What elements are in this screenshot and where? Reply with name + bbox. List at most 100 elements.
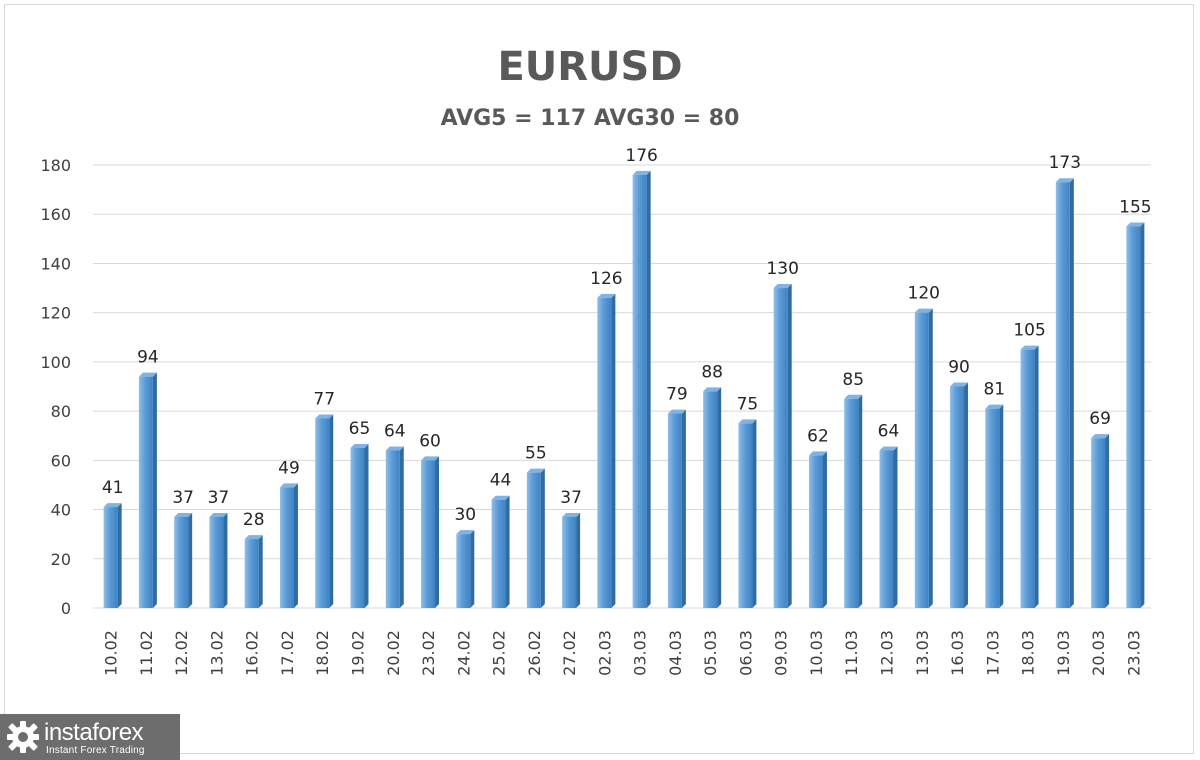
x-tick-label: 19.03 <box>1054 630 1073 676</box>
data-label: 37 <box>208 488 230 508</box>
data-label: 44 <box>490 471 512 491</box>
bar <box>914 308 933 608</box>
bar <box>174 512 193 608</box>
y-tick-label: 0 <box>61 599 71 618</box>
bar <box>526 468 545 608</box>
x-tick-label: 13.02 <box>207 630 226 676</box>
y-tick-label: 40 <box>51 501 71 520</box>
bar <box>1091 434 1110 608</box>
x-tick-label: 23.03 <box>1124 630 1143 676</box>
x-tick-label: 10.03 <box>807 630 826 676</box>
data-label: 155 <box>1119 198 1151 218</box>
chart-frame: EURUSD AVG5 = 117 AVG30 = 80 0 20 40 60 80 10… <box>4 4 1194 754</box>
x-tick-label: 16.02 <box>243 630 262 676</box>
bar <box>456 530 475 608</box>
data-label: 30 <box>454 505 476 525</box>
data-label: 64 <box>878 421 900 441</box>
bar <box>773 284 792 608</box>
data-label: 55 <box>525 444 547 464</box>
data-label: 79 <box>666 385 688 405</box>
x-tick-label: 04.03 <box>666 630 685 676</box>
data-label: 60 <box>419 431 441 451</box>
x-tick-label: 23.02 <box>419 630 438 676</box>
y-tick-label: 80 <box>51 402 71 421</box>
x-tick-label: 02.03 <box>595 630 614 676</box>
bar <box>209 512 228 608</box>
data-label: 41 <box>102 478 124 498</box>
bar <box>667 409 686 608</box>
chart-title: EURUSD <box>497 44 682 90</box>
x-tick-label: 17.02 <box>278 630 297 676</box>
y-tick-label: 140 <box>40 254 71 273</box>
data-label: 120 <box>908 284 940 304</box>
data-label: 130 <box>766 259 798 279</box>
bar <box>103 503 122 608</box>
x-tick-label: 20.03 <box>1089 630 1108 676</box>
bar <box>1126 222 1145 608</box>
data-labels: 41 94 37 37 28 49 77 65 64 60 30 44 55 37 126 176 79 88 75… <box>102 146 1152 530</box>
bar <box>1055 178 1074 608</box>
x-tick-label: 10.02 <box>102 630 121 676</box>
bar <box>597 293 616 608</box>
bar <box>138 372 157 608</box>
x-tick-label: 05.03 <box>701 630 720 676</box>
x-tick-label: 06.03 <box>736 630 755 676</box>
data-label: 37 <box>560 488 582 508</box>
x-tick-label: 20.02 <box>384 630 403 676</box>
data-label: 81 <box>983 380 1005 400</box>
x-tick-label: 12.03 <box>878 630 897 676</box>
data-label: 28 <box>243 510 265 530</box>
brand-tagline: Instant Forex Trading <box>46 745 145 756</box>
bar <box>844 394 863 608</box>
x-tick-label: 17.03 <box>983 630 1002 676</box>
data-label: 62 <box>807 426 829 446</box>
x-tick-label: 11.03 <box>842 630 861 676</box>
bar <box>385 446 404 608</box>
brand-name: instaforex <box>44 719 144 746</box>
y-tick-label: 20 <box>51 550 71 569</box>
data-label: 94 <box>137 348 159 368</box>
bar <box>738 419 757 608</box>
bar <box>315 414 334 608</box>
bar <box>491 495 510 608</box>
data-label: 69 <box>1089 409 1111 429</box>
x-tick-label: 03.03 <box>631 630 650 676</box>
bar <box>350 444 369 608</box>
chart-subtitle: AVG5 = 117 AVG30 = 80 <box>441 106 740 131</box>
x-tick-label: 18.02 <box>313 630 332 676</box>
x-tick-label: 13.03 <box>913 630 932 676</box>
bar <box>421 456 440 608</box>
x-tick-label: 27.02 <box>560 630 579 676</box>
gear-logo-icon <box>7 721 39 753</box>
y-tick-label: 100 <box>40 353 71 372</box>
y-tick-label: 160 <box>40 205 71 224</box>
data-label: 90 <box>948 358 970 378</box>
data-label: 77 <box>313 389 335 409</box>
bar <box>244 535 263 608</box>
x-tick-label: 09.03 <box>772 630 791 676</box>
x-axis-ticks: 10.02 11.02 12.02 13.02 16.02 17.02 18.02 19.02… <box>102 630 1144 676</box>
x-tick-label: 18.03 <box>1019 630 1038 676</box>
data-label: 37 <box>172 488 194 508</box>
bar <box>1020 345 1039 608</box>
data-label: 49 <box>278 458 300 478</box>
data-label: 64 <box>384 421 406 441</box>
data-label: 85 <box>842 370 864 390</box>
data-label: 173 <box>1049 153 1081 173</box>
bar <box>279 483 298 608</box>
x-tick-label: 11.02 <box>137 630 156 676</box>
x-tick-label: 24.02 <box>454 630 473 676</box>
bars <box>103 170 1145 608</box>
gridlines <box>93 164 1151 609</box>
data-label: 126 <box>590 269 622 289</box>
x-tick-label: 16.03 <box>948 630 967 676</box>
bar <box>703 387 722 608</box>
x-tick-label: 19.02 <box>349 630 368 676</box>
instaforex-watermark: instaforex Instant Forex Trading <box>0 714 180 760</box>
y-tick-label: 180 <box>40 156 71 175</box>
x-tick-label: 26.02 <box>525 630 544 676</box>
bar <box>950 382 969 608</box>
x-tick-label: 25.02 <box>490 630 509 676</box>
bar <box>985 404 1004 608</box>
bar-chart: EURUSD AVG5 = 117 AVG30 = 80 0 20 40 60 80 10… <box>40 44 1152 676</box>
